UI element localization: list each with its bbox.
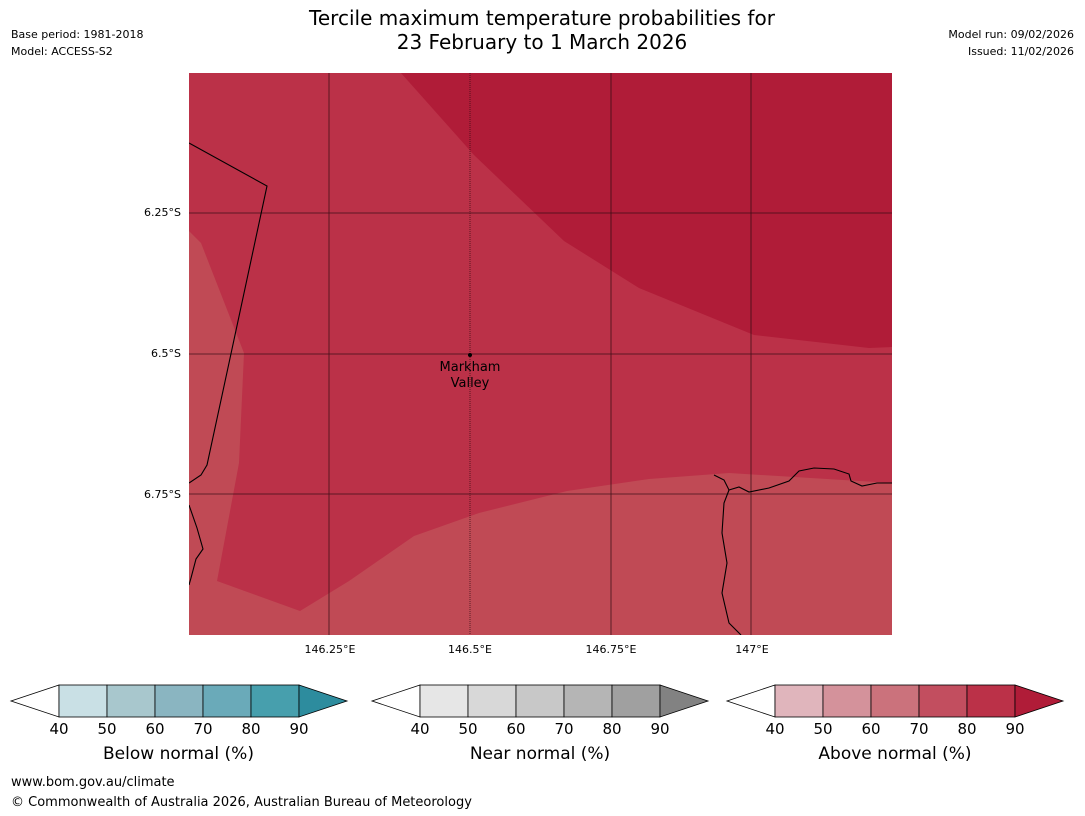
legend-below-swatch-60-70 — [154, 684, 204, 718]
legend-above-tick: 90 — [1005, 720, 1025, 738]
legend-above-tick: 40 — [765, 720, 785, 738]
legend-above-tick: 70 — [909, 720, 929, 738]
lon-label-146-25: 146.25°E — [304, 643, 356, 656]
model-name: Model: ACCESS-S2 — [11, 45, 113, 58]
title-line-1: Tercile maximum temperature probabilitie… — [309, 6, 775, 30]
base-period: Base period: 1981-2018 — [11, 28, 144, 41]
footer-url[interactable]: www.bom.gov.au/climate — [11, 775, 175, 790]
place-label-markham-valley: Markham Valley — [440, 360, 501, 392]
lat-label-6-25: 6.25°S — [144, 206, 181, 219]
legend-below-swatch-40-50 — [58, 684, 108, 718]
legend-below-tick: 60 — [145, 720, 165, 738]
legend-below-swatch-50-60 — [106, 684, 156, 718]
place-line-2: Valley — [450, 376, 490, 391]
legend-below-ticks: 40 50 60 70 80 90 — [9, 718, 349, 738]
legend-near-swatch-40-50 — [419, 684, 469, 718]
legend-below-over-arrow — [298, 684, 349, 718]
legend-near-tick: 90 — [650, 720, 670, 738]
lon-label-147: 147°E — [735, 643, 769, 656]
legend-below-swatch-80-90 — [250, 684, 300, 718]
legend-below-swatch-70-80 — [202, 684, 252, 718]
legend-above-tick: 60 — [861, 720, 881, 738]
legend-near-under-arrow — [370, 684, 421, 718]
markham-valley-marker — [468, 353, 472, 357]
legend-above-swatch-80-90 — [966, 684, 1016, 718]
footer-copyright: © Commonwealth of Australia 2026, Austra… — [11, 795, 472, 810]
legend-near-swatch-50-60 — [467, 684, 517, 718]
legend-above-normal: 40 50 60 70 80 90 Above normal (%) — [725, 684, 1065, 764]
zone-above-50-60-west — [189, 231, 892, 635]
legend-above-tick: 50 — [813, 720, 833, 738]
legend-above-title: Above normal (%) — [818, 744, 972, 764]
legend-above-ticks: 40 50 60 70 80 90 — [725, 718, 1065, 738]
legend-near-tick: 80 — [602, 720, 622, 738]
legend-above-swatch-50-60 — [822, 684, 872, 718]
legend-near-normal: 40 50 60 70 80 90 Near normal (%) — [370, 684, 710, 764]
legend-below-tick: 70 — [193, 720, 213, 738]
legend-below-normal: 40 50 60 70 80 90 Below normal (%) — [9, 684, 349, 764]
legend-above-tick: 80 — [957, 720, 977, 738]
meta-right: Model run: 09/02/2026 Issued: 11/02/2026 — [948, 26, 1074, 60]
place-line-1: Markham — [439, 360, 501, 375]
legend-near-title: Near normal (%) — [469, 744, 611, 764]
legend-near-swatch-70-80 — [563, 684, 613, 718]
zone-above-80-90 — [401, 73, 892, 348]
title-line-2: 23 February to 1 March 2026 — [396, 30, 688, 54]
legend-near-tick: 50 — [458, 720, 478, 738]
map-title: Tercile maximum temperature probabilitie… — [192, 6, 892, 54]
issued-date: Issued: 11/02/2026 — [967, 45, 1074, 58]
legend-below-tick: 50 — [97, 720, 117, 738]
legend-above-over-arrow — [1014, 684, 1065, 718]
legend-above-swatch-70-80 — [918, 684, 968, 718]
legend-above-swatch-60-70 — [870, 684, 920, 718]
meta-left: Base period: 1981-2018 Model: ACCESS-S2 — [11, 26, 143, 60]
lon-label-146-5: 146.5°E — [448, 643, 492, 656]
legend-near-over-arrow — [659, 684, 710, 718]
lon-label-146-75: 146.75°E — [585, 643, 637, 656]
legend-above-under-arrow — [725, 684, 776, 718]
legend-below-tick: 80 — [241, 720, 261, 738]
legend-below-tick: 90 — [289, 720, 309, 738]
model-run: Model run: 09/02/2026 — [948, 28, 1074, 41]
legend-near-tick: 70 — [554, 720, 574, 738]
legend-near-tick: 60 — [506, 720, 526, 738]
legend-below-under-arrow — [9, 684, 60, 718]
lat-label-6-5: 6.5°S — [151, 347, 181, 360]
lat-label-6-75: 6.75°S — [144, 488, 181, 501]
legend-near-swatch-60-70 — [515, 684, 565, 718]
legend-above-swatch-40-50 — [774, 684, 824, 718]
legend-near-ticks: 40 50 60 70 80 90 — [370, 718, 710, 738]
map-canvas[interactable] — [189, 73, 892, 635]
legend-near-tick: 40 — [410, 720, 430, 738]
legend-below-title: Below normal (%) — [103, 744, 254, 764]
coastlines — [189, 142, 892, 635]
legend-near-swatch-80-90 — [611, 684, 661, 718]
legend-below-tick: 40 — [49, 720, 69, 738]
